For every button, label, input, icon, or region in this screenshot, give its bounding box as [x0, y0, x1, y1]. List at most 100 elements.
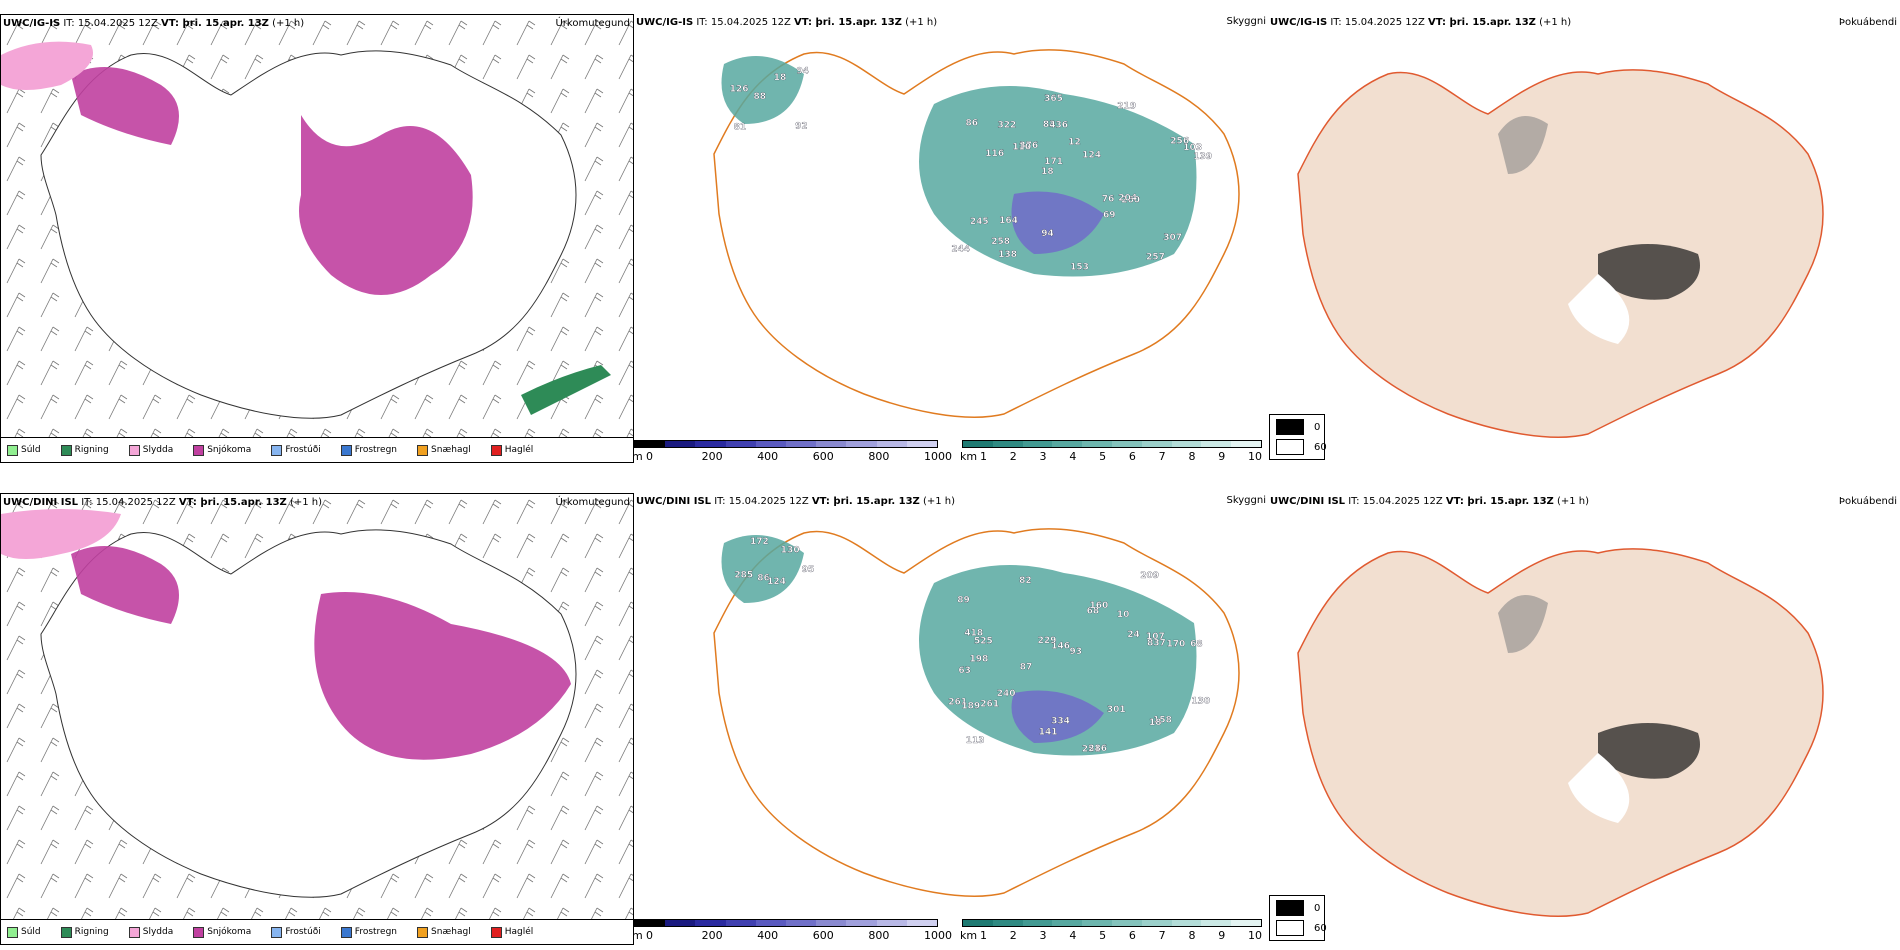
visibility-value-label: 146: [1051, 641, 1070, 651]
legend-item-snjokoma: Snjókoma: [193, 926, 251, 938]
legend-item-sudl: Súld: [7, 926, 41, 938]
colorbar-cell: [725, 920, 756, 926]
swatch: [128, 926, 140, 938]
legend-item-slydda: Slydda: [128, 926, 174, 938]
fog-index-panel: UWC/IG-IS IT: 15.04.2025 12Z VT: þri. 15…: [1268, 14, 1900, 463]
colorbar-cell: [725, 441, 756, 447]
visibility-value-label: 189: [961, 701, 980, 711]
legend-label: Slydda: [142, 927, 174, 937]
visibility-value-label: 172: [750, 537, 769, 547]
colorbar-tick-label: 4: [1069, 929, 1077, 942]
colorbar-cell: [786, 441, 817, 447]
visibility-value-label: 113: [966, 736, 985, 746]
colorbar-tick-label: 400: [757, 929, 779, 942]
visibility-value-label: 153: [1070, 262, 1089, 272]
visibility-value-label: 256: [1170, 137, 1189, 147]
colorbar-cell: [1111, 920, 1142, 926]
swatch: [1276, 900, 1304, 916]
fog-index-map: [1297, 69, 1824, 438]
colorbar-cell: [906, 441, 938, 447]
swatch: [60, 926, 72, 938]
visibility-value-label: 204: [1118, 193, 1137, 203]
visibility-value-label: 139: [1193, 152, 1212, 162]
precip-type-panel: UWC/DINI ISL IT: 15.04.2025 12Z VT: þri.…: [0, 493, 634, 945]
lead-time: (+1 h): [919, 496, 956, 507]
fog-legend: 0 60: [1269, 414, 1327, 460]
visibility-value-label: 334: [1051, 717, 1070, 727]
colorbar-tick-label: 9: [1218, 929, 1226, 942]
legend-item-rigning: Rigning: [60, 444, 109, 456]
legend-item-hagel: Haglél: [490, 444, 533, 456]
visibility-value-label: 376: [1019, 141, 1038, 151]
valid-time: þri. 15.apr. 13Z: [1467, 496, 1554, 507]
visibility-value-label: 219: [1117, 102, 1136, 112]
legend-label: Súld: [21, 445, 41, 455]
colorbar-cell: [695, 920, 726, 926]
colorbar-tick-label: 8: [1188, 929, 1196, 942]
legend-label: Frostregn: [354, 445, 398, 455]
model-name: UWC/DINI ISL: [3, 497, 79, 508]
legend-item-slydda: Slydda: [128, 444, 174, 456]
swatch: [193, 444, 205, 456]
valid-time-label: VT:: [794, 17, 816, 28]
visibility-value-label: 94: [1041, 229, 1054, 239]
valid-time: þri. 15.apr. 13Z: [833, 496, 920, 507]
colorbar-tick-label: 800: [868, 450, 890, 463]
visibility-value-label: 160: [1090, 601, 1109, 611]
legend-label: Slydda: [142, 445, 174, 455]
colorbar-cell: [786, 920, 817, 926]
colorbar-tick-label: 600: [812, 929, 834, 942]
model-name: UWC/DINI ISL: [1270, 496, 1346, 507]
visibility-value-label: 12: [1068, 138, 1081, 148]
valid-time-label: VT:: [811, 496, 834, 507]
lead-time: (+1 h): [1535, 17, 1572, 28]
visibility-value-label: 301: [1107, 705, 1126, 715]
colorbar-cell: [816, 920, 847, 926]
visibility-value-label: 69: [1103, 211, 1116, 221]
legend-label: Súld: [21, 927, 41, 937]
colorbar-cell: [963, 920, 993, 926]
swatch: [193, 926, 205, 938]
swatch: [340, 926, 352, 938]
visibility-value-label: 10: [1117, 610, 1130, 620]
colorbar-cell: [1201, 441, 1232, 447]
swatch: [271, 444, 283, 456]
colorbar-cell: [992, 441, 1023, 447]
precip-legend: Súld Rigning Slydda Snjókoma Frostúði Fr…: [1, 919, 633, 944]
panel-header: UWC/IG-IS IT: 15.04.2025 12Z VT: þri. 15…: [636, 17, 937, 28]
colorbar-tick-label: 0: [646, 929, 653, 942]
valid-time-label: VT:: [161, 18, 183, 29]
colorbar-tick-label: 6: [1128, 929, 1136, 942]
colorbar-cell: [1171, 441, 1202, 447]
colorbar-tick-label: 10: [1248, 450, 1262, 463]
visibility-value-label: 83: [1043, 120, 1056, 130]
swatch: [271, 926, 283, 938]
fog-legend: 0 60: [1269, 895, 1327, 941]
colorbar-cell: [1022, 920, 1053, 926]
init-time: IT: 15.04.2025 12Z: [78, 497, 179, 508]
panel-header: UWC/DINI ISL IT: 15.04.2025 12Z VT: þri.…: [3, 497, 322, 508]
colorbar-tick-label: 0: [646, 450, 653, 463]
visibility-value-label: 86: [757, 574, 770, 584]
legend-label: Rigning: [74, 445, 109, 455]
colorbar-cell: [876, 920, 907, 926]
legend-item-snjokoma: Snjókoma: [193, 444, 251, 456]
visibility-value-label: 141: [1039, 727, 1058, 737]
colorbar-cells: [634, 440, 938, 448]
visibility-value-label: 525: [974, 636, 993, 646]
init-time: IT: 15.04.2025 12Z: [1345, 496, 1446, 507]
swatch: [1276, 439, 1304, 455]
colorbar-tick-label: 7: [1158, 929, 1166, 942]
visibility-value-label: 95: [802, 565, 815, 575]
valid-time: þri. 15.apr. 13Z: [1449, 17, 1536, 28]
valid-time-label: VT:: [1428, 17, 1450, 28]
colorbar-unit: m: [634, 929, 643, 942]
visibility-value-label: 110: [1012, 142, 1031, 152]
visibility-value-label: 170: [1167, 640, 1186, 650]
colorbar-cell: [963, 441, 993, 447]
panel-title: Skyggni: [1226, 16, 1266, 27]
swatch: [128, 444, 140, 456]
swatch: [417, 926, 429, 938]
legend-item-frostudi: Frostúði: [271, 926, 321, 938]
colorbar-tick-label: 4: [1069, 450, 1077, 463]
